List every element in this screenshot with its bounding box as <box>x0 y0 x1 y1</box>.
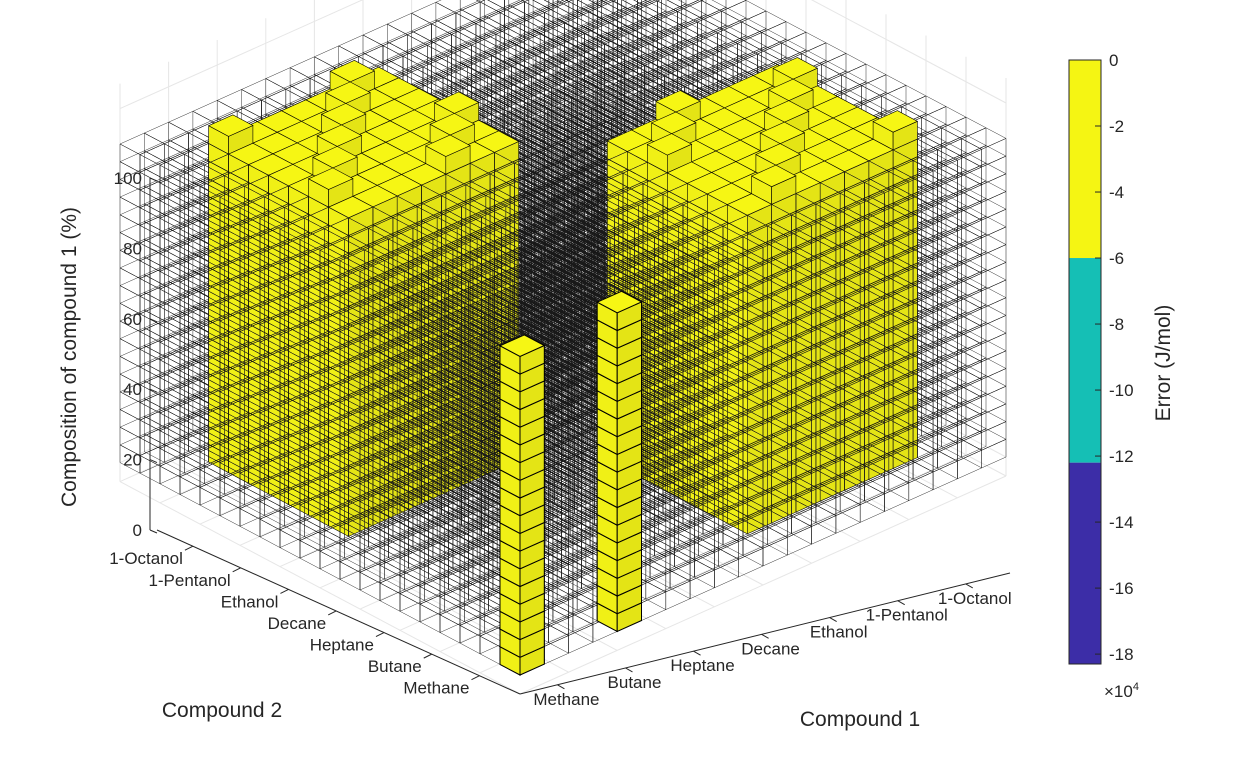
voxel-empty <box>961 428 1007 469</box>
voxel-empty <box>435 0 481 31</box>
voxel-empty <box>961 410 1007 451</box>
voxel-empty <box>600 0 604 1</box>
voxel-empty <box>617 0 662 27</box>
voxel-empty <box>961 233 1007 274</box>
voxel-empty <box>961 127 1007 168</box>
voxel-empty <box>119 203 165 244</box>
voxel-empty <box>961 198 1007 239</box>
voxel-empty <box>961 216 1007 256</box>
voxel-empty <box>961 286 1007 327</box>
voxel-empty <box>119 132 165 173</box>
voxel-empty <box>119 327 165 368</box>
voxel-empty <box>612 0 658 30</box>
voxel-empty <box>961 180 1007 221</box>
voxel-empty <box>661 0 707 26</box>
voxel-empty <box>961 357 1007 398</box>
voxel-empty <box>119 185 165 226</box>
voxel-empty <box>961 162 1007 203</box>
voxel-empty <box>961 269 1007 309</box>
voxel-empty <box>119 256 165 297</box>
voxel-empty <box>961 304 1007 345</box>
voxel-empty <box>119 398 165 439</box>
voxel-empty <box>119 345 165 386</box>
voxel-empty <box>961 145 1007 186</box>
voxel-empty <box>572 0 618 27</box>
voxel-empty <box>961 375 1007 416</box>
voxel-empty <box>961 339 1007 380</box>
voxel-empty <box>487 0 525 10</box>
voxel-empty <box>961 322 1007 363</box>
voxel-empty <box>119 274 165 315</box>
voxel-empty <box>592 0 638 37</box>
voxel-empty <box>532 0 578 23</box>
voxel-empty <box>961 251 1007 292</box>
data-cubes <box>119 0 1007 676</box>
voxel-empty <box>961 393 1007 433</box>
